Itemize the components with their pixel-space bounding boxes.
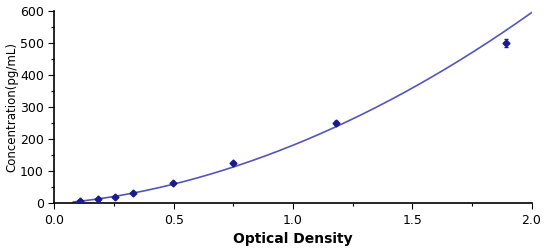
- Y-axis label: Concentration(pg/mL): Concentration(pg/mL): [5, 42, 19, 172]
- X-axis label: Optical Density: Optical Density: [233, 232, 353, 246]
